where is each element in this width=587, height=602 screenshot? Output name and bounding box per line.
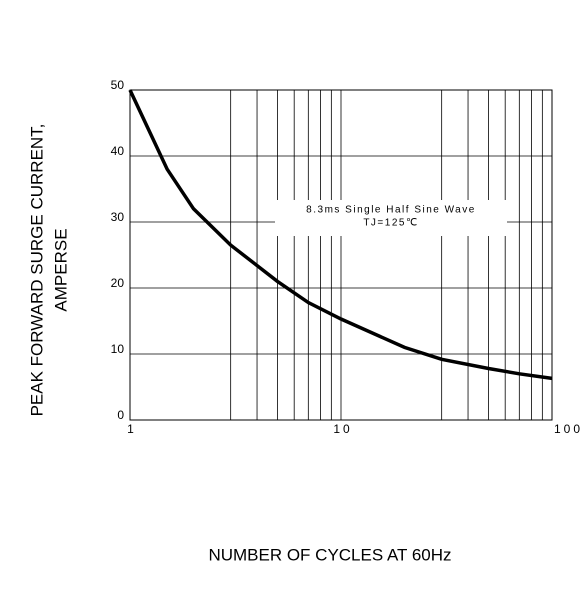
x-tick-label: 1 [127,422,137,436]
y-tick-label: 50 [111,78,125,92]
line [128,89,553,381]
annotation-box [275,200,507,236]
annotation: TJ=125℃ [363,218,418,229]
y-axis-label: PEAK FORWARD SURGE CURRENT, [27,124,46,417]
annotation: 8.3ms Single Half Sine Wave [306,205,476,216]
x-tick-label: 100 [554,422,583,436]
y-tick-label: 10 [111,342,125,356]
plot-frame [129,89,553,421]
y-axis-label: AMPERSE [51,228,70,311]
y-tick-label: 0 [117,408,124,422]
y-tick-label: 20 [111,276,125,290]
y-tick-label: 30 [111,210,125,224]
x-axis-label: NUMBER OF CYCLES AT 60Hz [208,545,451,564]
y-tick-label: 40 [111,144,125,158]
x-tick-label: 10 [333,422,352,436]
